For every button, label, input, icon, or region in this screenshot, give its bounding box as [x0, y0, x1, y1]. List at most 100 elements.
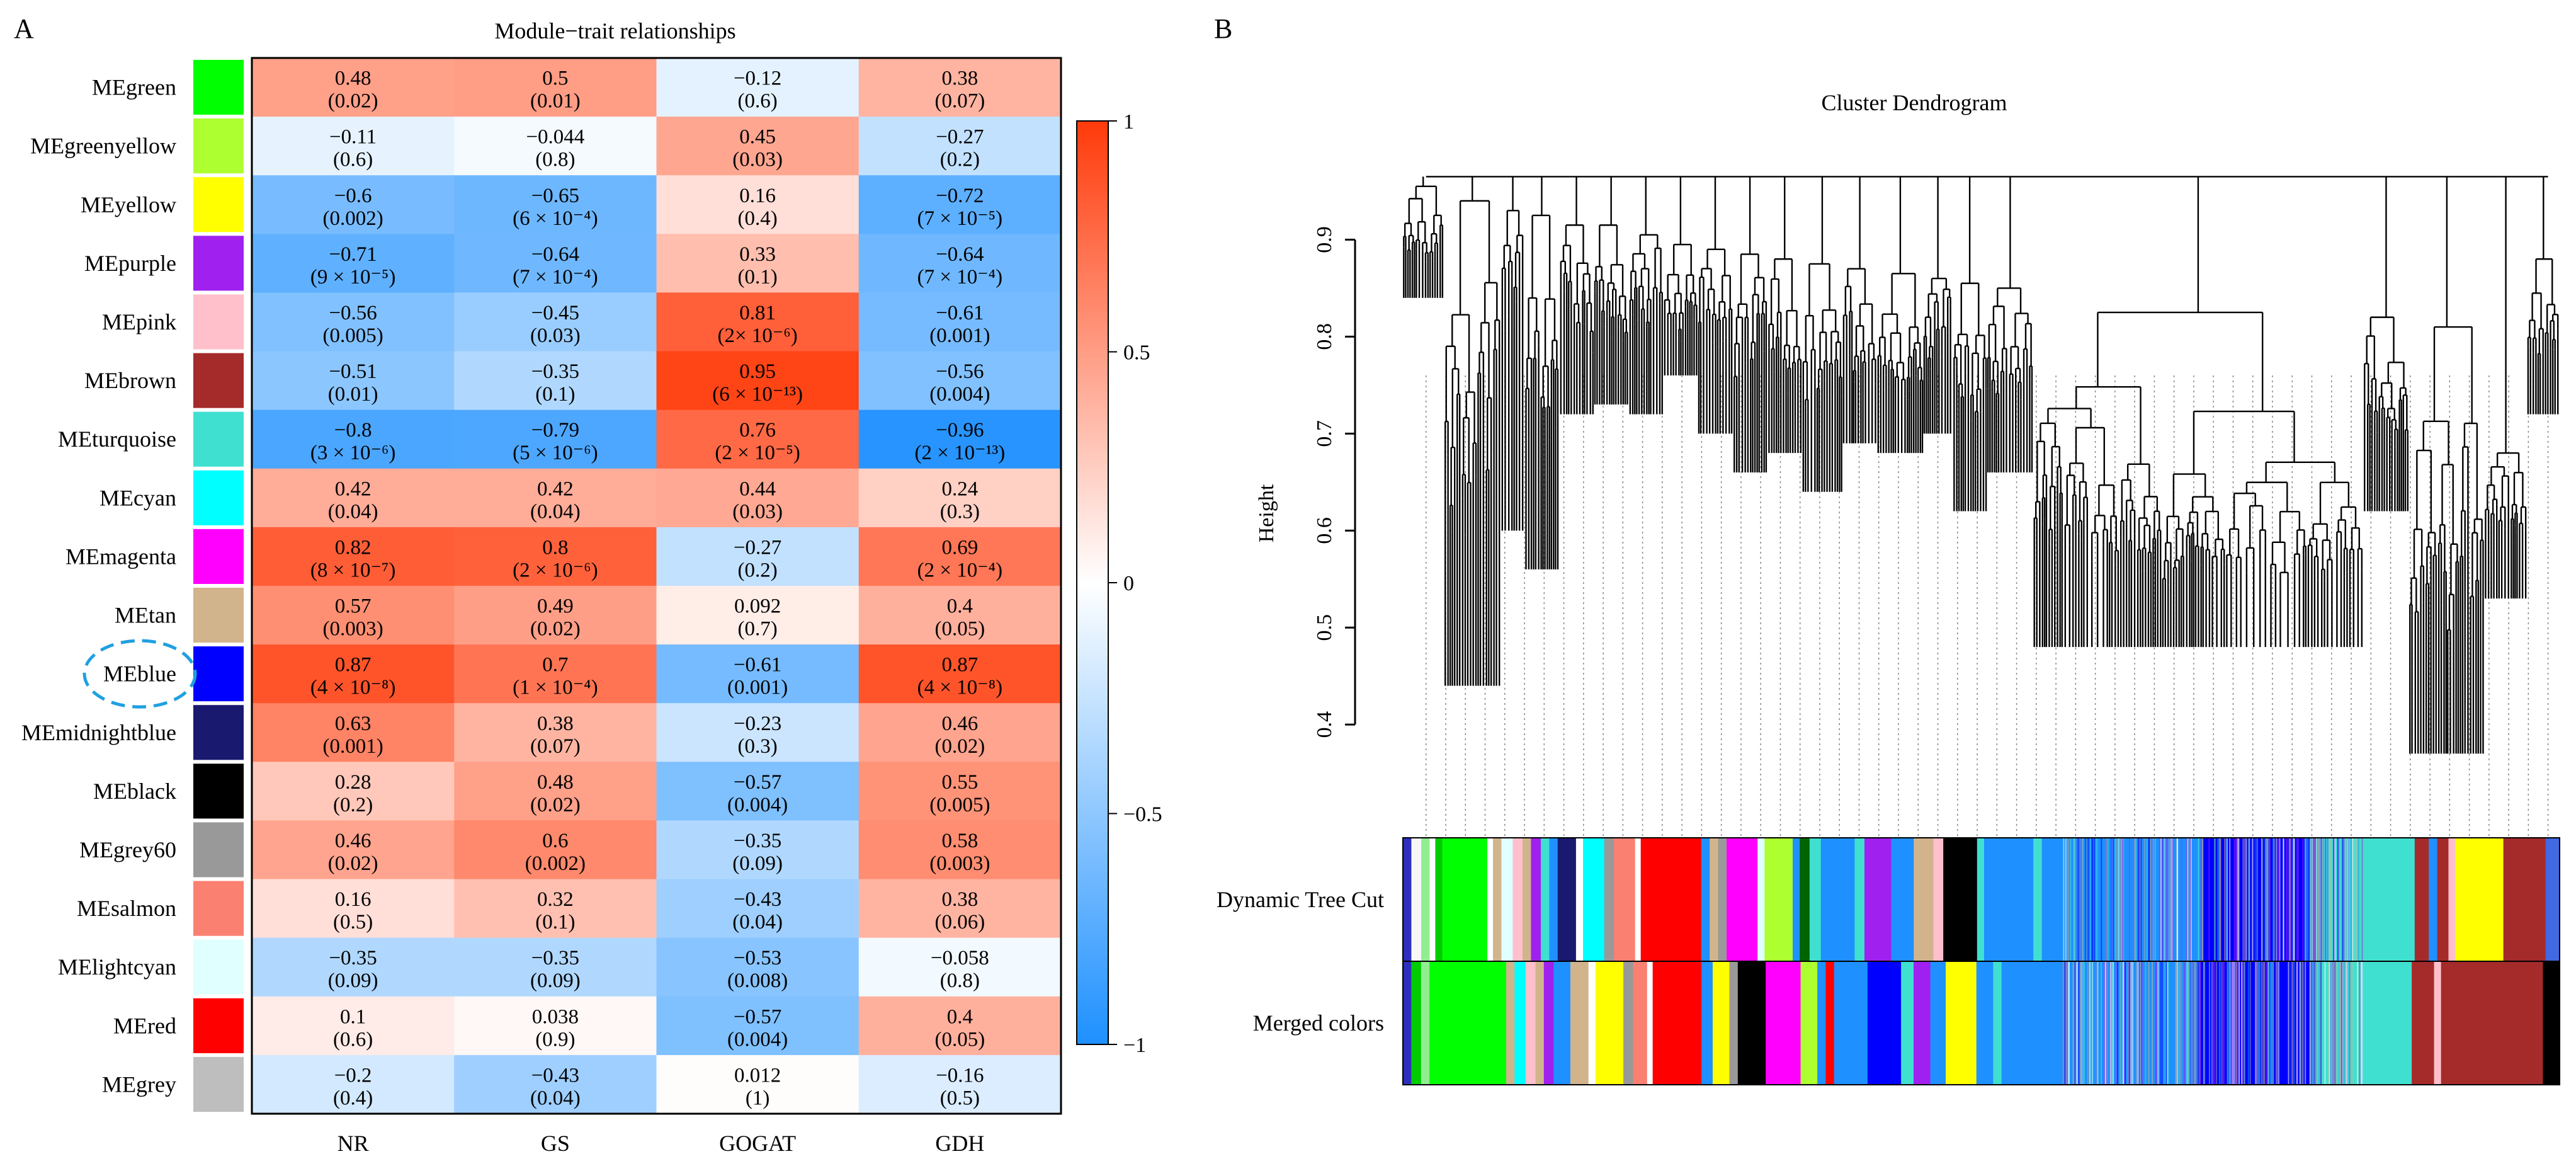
swatch-MEtan — [193, 588, 244, 643]
row-label-MEpurple: MEpurple — [84, 251, 176, 276]
cell-pvalue: (0.008) — [727, 969, 788, 992]
swatch-MEred — [193, 998, 244, 1053]
gene-stripe — [2318, 961, 2320, 1085]
module-color-segment — [1512, 838, 1523, 961]
cell-pvalue: (5 × 10⁻⁶) — [513, 442, 598, 464]
gene-stripe — [2221, 961, 2223, 1085]
module-color-segment — [1710, 838, 1719, 961]
gene-stripe — [2133, 838, 2135, 961]
heatmap-cell — [858, 762, 1062, 821]
gene-stripe — [2235, 961, 2237, 1085]
panel-a-letter: A — [14, 13, 34, 44]
column-label-GOGAT: GOGAT — [719, 1131, 796, 1156]
heatmap-cells: 0.48(0.02)0.5(0.01)−0.12(0.6)0.38(0.07)−… — [252, 58, 1062, 1114]
cell-correlation: 0.55 — [942, 771, 979, 794]
module-color-segment — [2448, 838, 2456, 961]
row-label-MEsalmon: MEsalmon — [77, 896, 176, 921]
module-color-segment — [1800, 838, 1810, 961]
module-color-segment — [1943, 838, 1978, 961]
swatch-MEgreen — [193, 60, 244, 115]
heatmap-cell — [656, 58, 860, 117]
row-label-MEcyan: MEcyan — [99, 485, 176, 510]
cell-correlation: −0.35 — [531, 947, 579, 969]
cell-correlation: 0.092 — [734, 595, 781, 618]
gene-stripe — [2305, 838, 2307, 961]
cell-pvalue: (0.004) — [727, 794, 788, 816]
gene-stripe — [2116, 961, 2118, 1085]
gene-stripe — [2334, 961, 2335, 1085]
cell-pvalue: (0.9) — [535, 1028, 575, 1051]
gene-stripe — [2078, 961, 2080, 1085]
heatmap-cell — [252, 117, 455, 176]
cell-correlation: −0.43 — [734, 888, 781, 911]
gene-stripe — [2082, 838, 2084, 961]
module-color-segment — [1570, 961, 1589, 1085]
gene-stripe — [2261, 838, 2263, 961]
gene-stripe — [2357, 961, 2359, 1085]
cell-correlation: 0.38 — [537, 712, 574, 735]
swatch-MEblack — [193, 763, 244, 819]
module-color-segment — [1421, 838, 1431, 961]
module-color-segment — [1553, 961, 1571, 1085]
gene-stripe — [2124, 961, 2126, 1085]
gene-stripe — [2308, 838, 2310, 961]
gene-stripe — [2238, 838, 2240, 961]
gene-stripe — [2159, 838, 2160, 961]
gene-stripe — [2164, 961, 2166, 1085]
gene-stripe — [2318, 838, 2320, 961]
gene-stripe — [2132, 961, 2134, 1085]
cell-pvalue: (0.04) — [530, 500, 581, 523]
gene-stripe — [2254, 838, 2256, 961]
heatmap-cell — [454, 820, 657, 880]
cell-correlation: −0.64 — [531, 243, 579, 266]
module-color-segment — [1403, 838, 1412, 961]
cell-correlation: 0.57 — [335, 595, 372, 618]
cell-pvalue: (0.2) — [333, 794, 373, 816]
module-color-segment — [1531, 838, 1541, 961]
cell-correlation: 0.48 — [537, 771, 574, 794]
gene-stripe — [2111, 961, 2113, 1085]
cell-pvalue: (0.002) — [323, 207, 383, 230]
row-label-MEblue: MEblue — [103, 661, 176, 687]
gene-stripe — [2183, 961, 2185, 1085]
gene-stripe — [2087, 838, 2089, 961]
panel-b-letter: B — [1214, 13, 1232, 44]
gene-stripe — [2265, 961, 2267, 1085]
module-color-segment — [1442, 838, 1488, 961]
gene-stripe — [2223, 961, 2225, 1085]
gene-stripe — [2257, 838, 2259, 961]
cell-correlation: 0.1 — [340, 1005, 366, 1028]
dendrogram-tree — [1403, 176, 2559, 754]
cell-correlation: 0.33 — [739, 243, 776, 266]
module-color-segment — [1817, 961, 1827, 1085]
gene-stripe — [2236, 961, 2238, 1085]
swatch-MEyellow — [193, 177, 244, 232]
module-color-segment — [1864, 838, 1892, 961]
cell-pvalue: (2 × 10⁻⁴) — [917, 559, 1003, 581]
gene-stripe — [2278, 838, 2279, 961]
heatmap-cell — [858, 586, 1062, 645]
cell-pvalue: (0.004) — [727, 1028, 788, 1051]
gene-stripe — [2214, 961, 2216, 1085]
gene-stripe — [2117, 961, 2119, 1085]
module-color-segment — [2434, 961, 2442, 1085]
cell-correlation: 0.28 — [335, 771, 372, 794]
module-color-segment — [1635, 838, 1642, 961]
heatmap-cell — [454, 175, 657, 234]
gene-stripe — [2066, 961, 2068, 1085]
gene-stripe — [2227, 961, 2228, 1085]
gene-stripe — [2157, 961, 2159, 1085]
gene-stripe — [2117, 838, 2119, 961]
cell-correlation: −0.64 — [936, 243, 984, 266]
cell-correlation: −0.96 — [936, 419, 984, 442]
swatch-MEmidnightblue — [193, 705, 244, 760]
gene-stripe — [2123, 961, 2125, 1085]
gene-stripe — [2165, 961, 2167, 1085]
gene-stripe — [2087, 961, 2089, 1085]
heatmap-cell — [454, 879, 657, 939]
module-color-segment — [1930, 961, 1946, 1085]
gene-stripe — [2232, 961, 2233, 1085]
cell-pvalue: (0.002) — [525, 852, 586, 875]
gene-stripe — [2279, 838, 2281, 961]
gene-stripe — [2063, 838, 2065, 961]
